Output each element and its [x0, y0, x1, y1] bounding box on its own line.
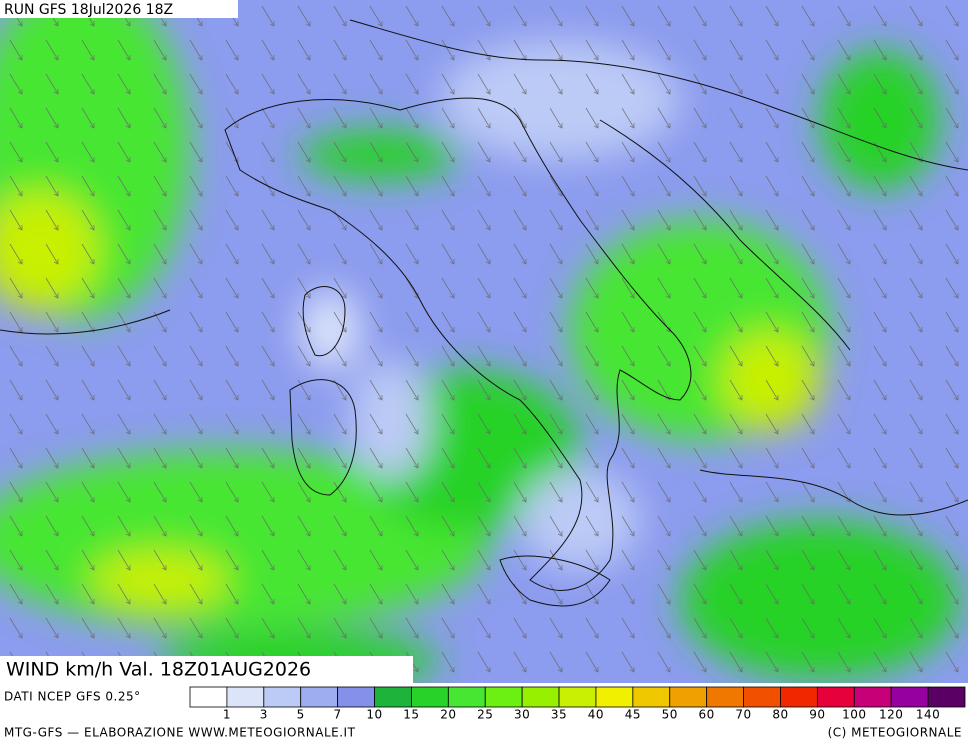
legend-label: 7 [334, 708, 342, 722]
legend-label: 90 [809, 708, 825, 722]
header-box [0, 0, 238, 18]
legend-label: 50 [662, 708, 678, 722]
legend-label: 45 [625, 708, 641, 722]
legend-swatch [521, 686, 560, 708]
legend-swatch [927, 686, 966, 708]
legend-swatch [669, 686, 708, 708]
legend-label: 15 [403, 708, 419, 722]
legend-swatch [226, 686, 265, 708]
legend-swatch [595, 686, 634, 708]
legend-swatch [337, 686, 375, 708]
color-legend: 1 3 5 7 10 15 20 25 30 35 40 45 50 60 70 80 90 100 120 140 [189, 686, 966, 722]
legend-swatch [300, 686, 339, 708]
legend-swatch [780, 686, 818, 708]
footer-right: (C) METEOGIORNALE [828, 726, 962, 740]
legend-label: 35 [551, 708, 567, 722]
legend-label: 5 [297, 708, 305, 722]
legend-swatch [189, 686, 228, 708]
source-label: DATI NCEP GFS 0.25° [4, 690, 141, 704]
run-label: RUN GFS 18Jul2026 18Z [4, 2, 173, 18]
legend-label: 60 [699, 708, 715, 722]
legend-swatch [447, 686, 486, 708]
legend-swatch [411, 686, 449, 708]
legend-label: 120 [879, 708, 903, 722]
legend-swatch [632, 686, 671, 708]
legend-swatch [890, 686, 929, 708]
title-box [0, 656, 413, 683]
legend-swatch [263, 686, 302, 708]
legend-swatch [706, 686, 744, 708]
legend-label: 100 [842, 708, 866, 722]
map [0, 0, 968, 683]
legend-swatch [374, 686, 412, 708]
legend-label: 20 [440, 708, 456, 722]
legend-swatch [558, 686, 597, 708]
legend-label: 70 [735, 708, 751, 722]
legend-swatch [484, 686, 523, 708]
map-title: WIND km/h Val. 18Z01AUG2026 [6, 659, 311, 681]
legend-swatch [816, 686, 855, 708]
legend-label: 10 [366, 708, 382, 722]
legend-label: 40 [588, 708, 604, 722]
legend-label: 80 [772, 708, 788, 722]
legend-label: 1 [223, 708, 231, 722]
legend-label: 25 [477, 708, 493, 722]
legend-swatch [853, 686, 892, 708]
legend-label: 140 [916, 708, 940, 722]
footer-left: MTG-GFS — ELABORAZIONE WWW.METEOGIORNALE… [4, 726, 356, 740]
legend-swatch [743, 686, 781, 708]
legend-label: 3 [260, 708, 268, 722]
legend-label: 30 [514, 708, 530, 722]
